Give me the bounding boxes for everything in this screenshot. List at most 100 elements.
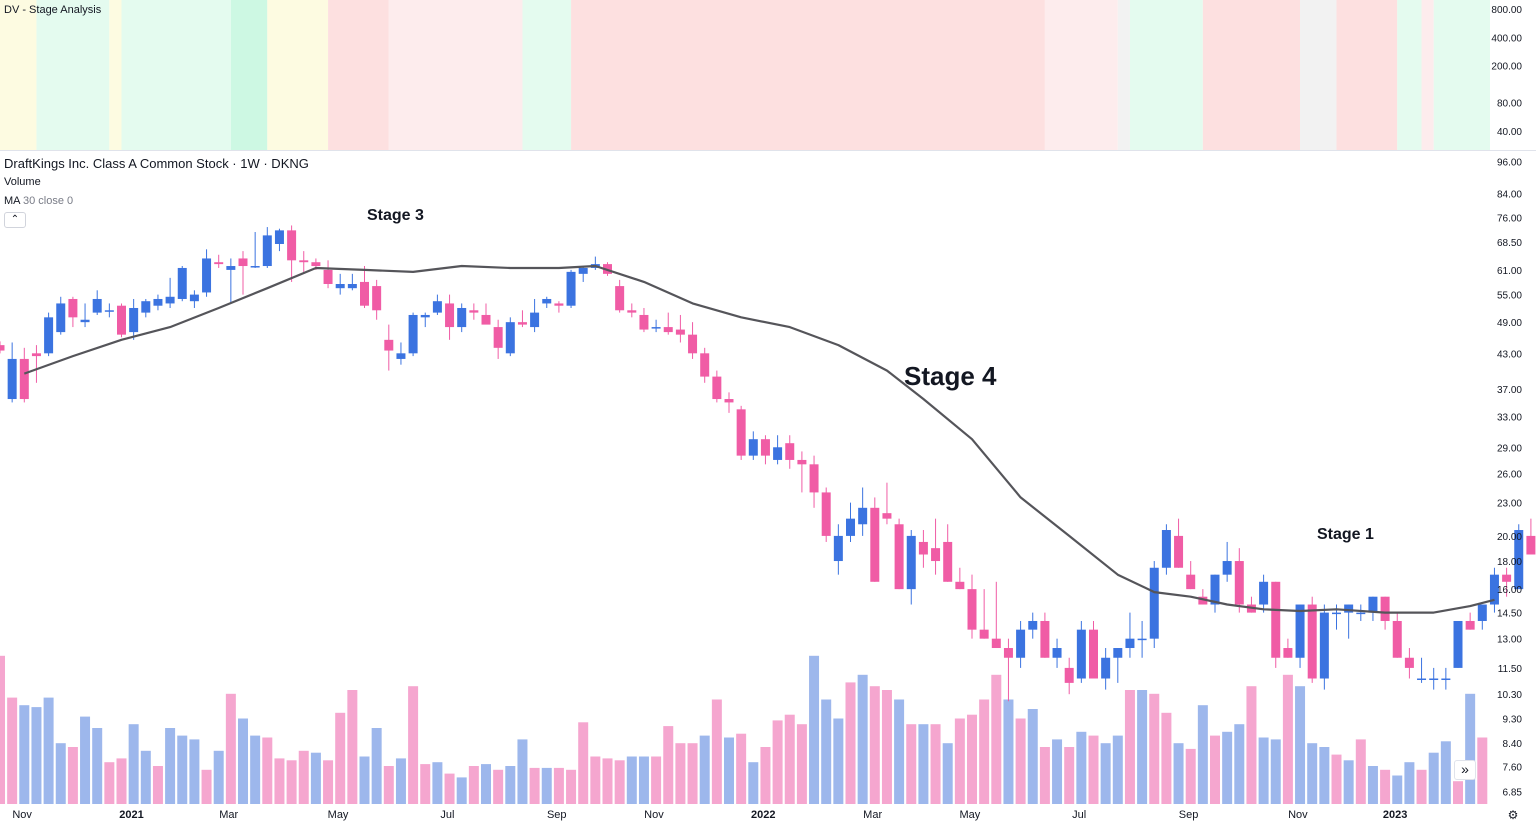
price-tick-label: 84.00	[1497, 190, 1522, 201]
candle-body	[311, 262, 321, 267]
candle-body	[274, 230, 284, 244]
ma-legend-params: 30 close 0	[22, 195, 74, 207]
candle-body	[651, 327, 661, 329]
candle-body	[1234, 561, 1244, 605]
volume-bar	[177, 735, 188, 804]
stage-4-label[interactable]: Stage 4	[904, 361, 997, 391]
settings-button[interactable]: ⚙	[1506, 808, 1520, 822]
candle-body	[1465, 620, 1475, 630]
volume-bar	[189, 739, 200, 804]
volume-bar	[225, 693, 236, 804]
volume-bar	[1404, 762, 1415, 804]
volume-bar	[128, 724, 139, 804]
price-tick-label: 6.85	[1503, 787, 1523, 798]
candle-body	[262, 235, 272, 267]
candle-body	[760, 439, 770, 456]
candle-body	[1380, 596, 1390, 621]
volume-bar	[140, 750, 151, 804]
candle-body	[1368, 596, 1378, 613]
candle-body	[1307, 604, 1317, 679]
candle-body	[226, 266, 236, 270]
volume-bar	[845, 682, 856, 804]
stage-band	[571, 0, 1045, 150]
volume-bar	[1149, 693, 1160, 804]
stage-band	[230, 0, 268, 150]
collapse-legend-button[interactable]: ⌃	[4, 212, 26, 228]
candle-body	[1392, 620, 1402, 658]
stage-band	[1421, 0, 1434, 150]
price-tick-label: 8.40	[1503, 739, 1523, 750]
volume-bar	[1234, 724, 1245, 804]
volume-bar	[942, 743, 953, 804]
volume-bar	[1064, 747, 1075, 804]
candle-body	[1259, 581, 1269, 605]
volume-bar	[529, 767, 540, 804]
candle-body	[117, 305, 126, 335]
candle-body	[202, 258, 212, 293]
volume-bar	[456, 777, 467, 804]
volume-bar	[1367, 766, 1378, 804]
candle-body	[0, 345, 5, 351]
volume-bar	[1137, 690, 1148, 804]
volume-legend[interactable]: Volume	[4, 176, 41, 188]
x-tick-label: 2022	[751, 809, 775, 821]
candle-body	[347, 284, 357, 289]
candle-body	[92, 298, 102, 313]
volume-bar	[238, 718, 248, 804]
stage-3-label[interactable]: Stage 3	[367, 207, 424, 224]
candle-body	[165, 296, 175, 304]
volume-bar	[1331, 754, 1342, 804]
candle-body	[360, 281, 369, 306]
candle-body	[238, 258, 248, 267]
volume-bar	[1027, 709, 1038, 804]
volume-bar	[67, 747, 78, 804]
candle-body	[287, 230, 297, 261]
volume-bar	[1076, 731, 1087, 804]
volume-bar	[347, 690, 358, 804]
volume-bar	[1210, 735, 1220, 804]
volume-bar	[930, 724, 941, 804]
volume-bar	[432, 762, 443, 804]
volume-bar	[493, 769, 504, 804]
candle-body	[1052, 648, 1062, 658]
candle-body	[931, 548, 941, 562]
candle-body	[1453, 620, 1463, 668]
candle-body	[1125, 638, 1135, 649]
price-tick-label: 20.00	[1497, 532, 1522, 543]
candle-body	[858, 507, 868, 525]
ma-legend[interactable]: MA 30 close 0	[4, 195, 73, 207]
volume-bar	[748, 762, 759, 804]
stage-1-label[interactable]: Stage 1	[1317, 526, 1374, 543]
stage-band	[1336, 0, 1398, 150]
volume-bar	[675, 743, 686, 804]
volume-bar	[55, 743, 66, 804]
x-tick-label: May	[959, 809, 980, 821]
stage-band	[36, 0, 110, 150]
candle-body	[1028, 620, 1038, 630]
scroll-to-realtime-button[interactable]: »	[1454, 760, 1476, 780]
candle-body	[1526, 535, 1536, 555]
candle-body	[882, 513, 892, 519]
candle-body	[1429, 678, 1439, 681]
price-tick-label: 29.00	[1497, 443, 1522, 454]
candle-body	[542, 298, 552, 304]
candle-body	[1040, 620, 1050, 658]
volume-bar	[1380, 769, 1391, 804]
candle-body	[943, 541, 953, 582]
volume-bar	[310, 752, 321, 804]
volume-bar	[1197, 705, 1208, 804]
candle-body	[554, 303, 564, 306]
panel-tick-label: 80.00	[1497, 99, 1522, 110]
volume-bar	[298, 750, 309, 804]
volume-bar	[869, 686, 880, 804]
symbol-title[interactable]: DraftKings Inc. Class A Common Stock · 1…	[4, 156, 309, 171]
volume-bar	[626, 756, 637, 804]
volume-bar	[1100, 743, 1111, 804]
candle-body	[1417, 678, 1427, 681]
volume-bar	[1270, 739, 1281, 804]
volume-bar	[772, 720, 783, 804]
candle-body	[214, 262, 224, 265]
volume-bar	[359, 756, 370, 804]
volume-bar	[614, 760, 625, 804]
